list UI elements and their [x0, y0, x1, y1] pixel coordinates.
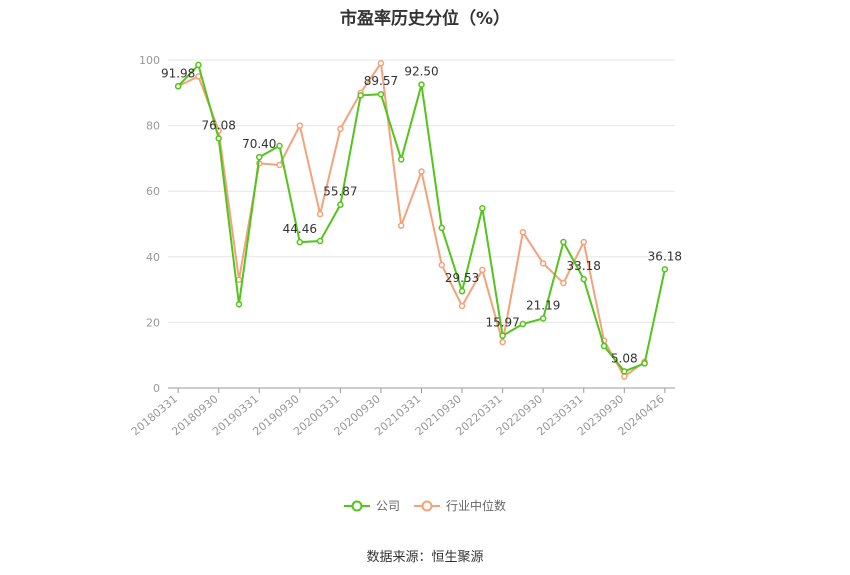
data-label: 29.53 — [445, 271, 479, 285]
y-tick-label: 0 — [153, 382, 160, 395]
data-point-0 — [235, 301, 243, 308]
legend-company-icon — [343, 500, 370, 511]
data-point-0 — [641, 360, 648, 367]
legend-industry-icon — [414, 500, 440, 511]
series-line-0 — [177, 62, 666, 373]
data-point-1 — [519, 228, 527, 236]
data-point-1 — [438, 261, 446, 269]
series-line-1 — [177, 60, 646, 378]
data-point-1 — [316, 210, 324, 218]
data-point-0 — [499, 332, 506, 339]
data-label: 55.87 — [323, 185, 357, 199]
data-point-1 — [418, 168, 425, 175]
data-label: 21.19 — [526, 298, 560, 312]
data-point-0 — [621, 368, 628, 375]
chart-title: 市盈率历史分位（%） — [339, 9, 511, 29]
y-tick-label: 60 — [146, 185, 160, 198]
data-point-0 — [580, 275, 587, 283]
data-label: 15.97 — [485, 316, 519, 330]
y-tick-label: 80 — [146, 120, 160, 133]
data-point-0 — [276, 142, 283, 150]
data-point-0 — [519, 320, 527, 328]
data-point-0 — [458, 287, 466, 295]
data-point-1 — [539, 260, 547, 267]
y-tick-label: 20 — [146, 316, 160, 329]
legend-item-company[interactable]: 公司 — [343, 497, 400, 514]
data-point-0 — [600, 342, 608, 350]
data-point-0 — [418, 81, 425, 88]
data-point-0 — [337, 201, 344, 208]
legend-label-company: 公司 — [375, 499, 400, 513]
data-point-1 — [499, 338, 506, 346]
data-point-1 — [621, 373, 628, 380]
data-point-0 — [215, 135, 222, 142]
data-label: 91.98 — [161, 66, 195, 80]
data-label: 89.57 — [364, 74, 398, 88]
data-point-0 — [377, 90, 385, 98]
data-label: 33.18 — [567, 259, 601, 273]
data-point-0 — [195, 61, 202, 69]
chart-legend: 公司 行业中位数 — [0, 497, 850, 514]
data-point-0 — [296, 238, 304, 246]
data-point-1 — [235, 276, 243, 284]
data-point-1 — [397, 222, 405, 229]
data-point-0 — [438, 224, 446, 232]
data-point-0 — [560, 238, 567, 246]
data-label: 92.50 — [404, 65, 438, 79]
data-point-0 — [479, 205, 486, 212]
data-point-1 — [560, 279, 567, 287]
data-source: 数据来源：恒生聚源 — [366, 550, 484, 565]
data-point-0 — [174, 83, 182, 90]
data-label: 70.40 — [242, 137, 276, 151]
data-point-0 — [397, 156, 405, 163]
data-point-0 — [316, 237, 324, 245]
y-tick-label: 40 — [146, 251, 160, 264]
data-label: 44.46 — [283, 222, 317, 236]
legend-item-industry[interactable]: 行业中位数 — [414, 497, 506, 514]
y-tick-label: 100 — [139, 54, 160, 67]
data-point-1 — [580, 238, 587, 246]
data-point-1 — [337, 125, 344, 133]
data-point-0 — [256, 153, 263, 161]
data-point-1 — [479, 266, 486, 274]
data-label: 76.08 — [202, 118, 236, 132]
data-point-1 — [296, 122, 304, 129]
data-point-0 — [357, 92, 364, 99]
data-label: 36.18 — [648, 249, 682, 263]
data-point-1 — [276, 161, 283, 169]
data-point-0 — [661, 266, 669, 273]
legend-label-industry: 行业中位数 — [446, 499, 507, 513]
data-label: 5.08 — [611, 351, 638, 365]
data-point-1 — [458, 302, 466, 310]
data-point-1 — [377, 60, 385, 67]
data-point-0 — [539, 315, 547, 322]
